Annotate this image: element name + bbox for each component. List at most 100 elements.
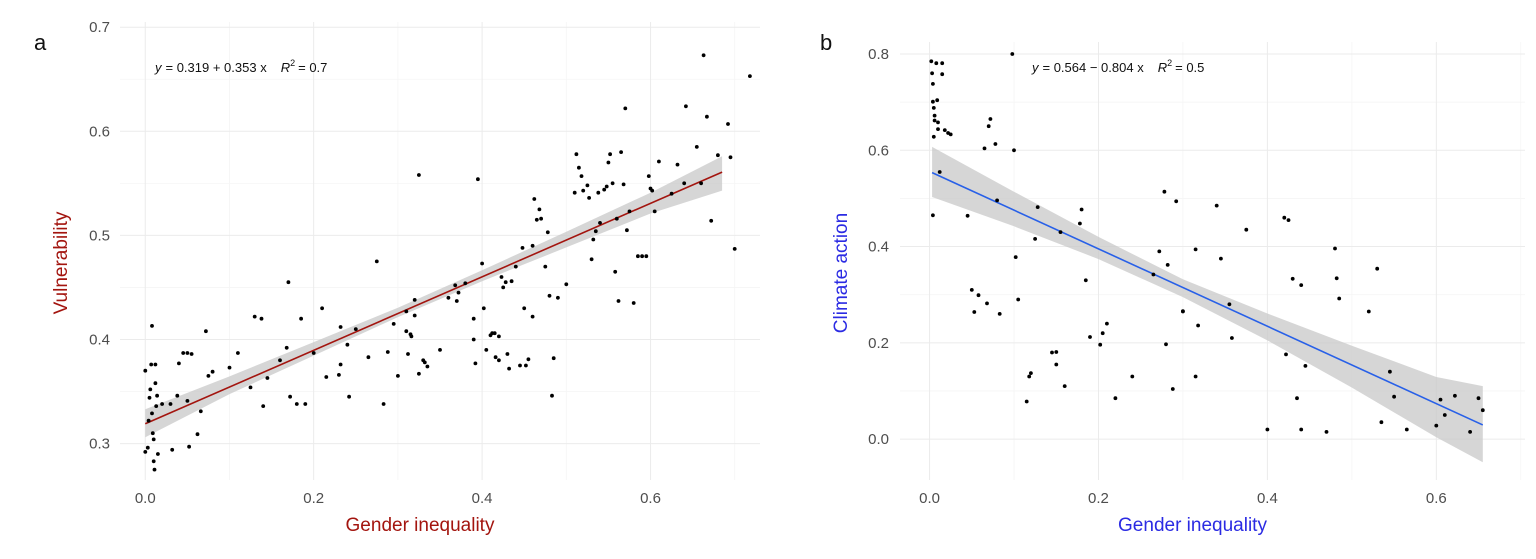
data-point bbox=[453, 283, 458, 288]
regression-line-b bbox=[931, 171, 1484, 426]
data-point bbox=[995, 198, 999, 203]
x-tick-label-a: 0.6 bbox=[640, 490, 661, 507]
data-point bbox=[168, 402, 173, 406]
data-point bbox=[1193, 247, 1198, 252]
data-point bbox=[657, 159, 661, 164]
data-point bbox=[728, 155, 733, 160]
eq-rhs: = 0.319 + 0.353 x bbox=[166, 60, 268, 75]
data-point bbox=[1193, 374, 1198, 379]
data-point bbox=[932, 113, 937, 118]
x-tick-label-b: 0.2 bbox=[1088, 490, 1109, 507]
data-point bbox=[1337, 296, 1342, 301]
data-point bbox=[524, 363, 528, 368]
data-point bbox=[940, 72, 945, 77]
points-b bbox=[929, 52, 1485, 434]
data-point bbox=[602, 187, 607, 192]
data-point bbox=[699, 181, 703, 186]
data-point bbox=[406, 352, 410, 356]
data-point bbox=[181, 351, 186, 355]
data-point bbox=[150, 411, 154, 416]
data-point bbox=[1130, 374, 1135, 379]
data-point bbox=[591, 237, 596, 242]
data-point bbox=[589, 257, 594, 262]
data-point bbox=[473, 361, 478, 366]
data-point bbox=[1333, 246, 1337, 251]
data-point bbox=[1088, 335, 1092, 339]
data-point bbox=[1286, 218, 1291, 223]
data-point bbox=[347, 394, 351, 399]
data-point bbox=[278, 358, 282, 363]
data-point bbox=[1442, 413, 1447, 417]
data-point bbox=[303, 402, 308, 406]
data-point bbox=[153, 362, 158, 367]
data-point bbox=[151, 437, 156, 442]
data-point bbox=[497, 334, 501, 339]
data-point bbox=[581, 188, 586, 193]
data-point bbox=[936, 120, 940, 125]
y-tick-label-b: 0.6 bbox=[868, 142, 889, 159]
data-point bbox=[1244, 227, 1249, 232]
data-point bbox=[948, 132, 953, 137]
data-point bbox=[1303, 364, 1308, 368]
data-point bbox=[1392, 394, 1396, 399]
data-point bbox=[652, 209, 657, 214]
data-point bbox=[1379, 420, 1384, 425]
data-point bbox=[936, 127, 940, 131]
data-point bbox=[1265, 427, 1270, 432]
data-point bbox=[286, 280, 291, 285]
data-point bbox=[587, 196, 591, 200]
data-point bbox=[1013, 255, 1018, 259]
x-axis-title-b: Gender inequality bbox=[1118, 515, 1267, 536]
data-point bbox=[932, 118, 937, 123]
data-point bbox=[935, 98, 940, 103]
data-point bbox=[986, 124, 991, 129]
data-point bbox=[985, 301, 989, 306]
data-point bbox=[160, 402, 165, 406]
data-point bbox=[518, 363, 522, 368]
eq-r2-label: R bbox=[1158, 60, 1167, 75]
data-point bbox=[526, 357, 531, 362]
data-point bbox=[236, 351, 240, 355]
data-point bbox=[438, 348, 442, 352]
data-point bbox=[143, 450, 148, 454]
data-point bbox=[1404, 427, 1409, 432]
eq-r2-value: = 0.7 bbox=[298, 60, 327, 75]
data-point bbox=[345, 342, 350, 347]
data-point bbox=[1157, 249, 1162, 254]
data-point bbox=[1164, 342, 1168, 347]
y-tick-label-a: 0.5 bbox=[89, 227, 110, 244]
data-point bbox=[631, 301, 636, 305]
data-point bbox=[417, 173, 421, 177]
panel-label-b: b bbox=[820, 30, 832, 55]
data-point bbox=[505, 352, 510, 356]
data-point bbox=[598, 221, 602, 225]
points-a bbox=[143, 53, 752, 472]
data-point bbox=[585, 183, 590, 188]
data-point bbox=[185, 399, 190, 403]
data-point bbox=[1083, 278, 1088, 283]
data-point bbox=[931, 106, 936, 110]
data-point bbox=[606, 160, 611, 165]
data-point bbox=[522, 306, 527, 311]
data-point bbox=[471, 337, 476, 342]
data-point bbox=[446, 295, 451, 300]
regression-equation-a: y = 0.319 + 0.353 x R2 = 0.7 bbox=[154, 58, 327, 75]
data-point bbox=[1100, 331, 1105, 336]
data-point bbox=[338, 325, 343, 329]
data-point bbox=[1299, 427, 1304, 432]
data-point bbox=[572, 190, 577, 195]
data-point bbox=[1010, 52, 1015, 56]
data-point bbox=[422, 360, 427, 365]
data-point bbox=[1029, 371, 1033, 375]
data-point bbox=[337, 373, 341, 377]
data-point bbox=[732, 247, 737, 251]
data-point bbox=[1295, 396, 1299, 401]
data-point bbox=[404, 309, 409, 314]
data-point bbox=[195, 432, 200, 437]
y-tick-label-b: 0.2 bbox=[868, 335, 889, 352]
data-point bbox=[532, 197, 537, 201]
data-point bbox=[1388, 369, 1392, 374]
data-point bbox=[534, 217, 539, 222]
data-point bbox=[507, 366, 511, 371]
